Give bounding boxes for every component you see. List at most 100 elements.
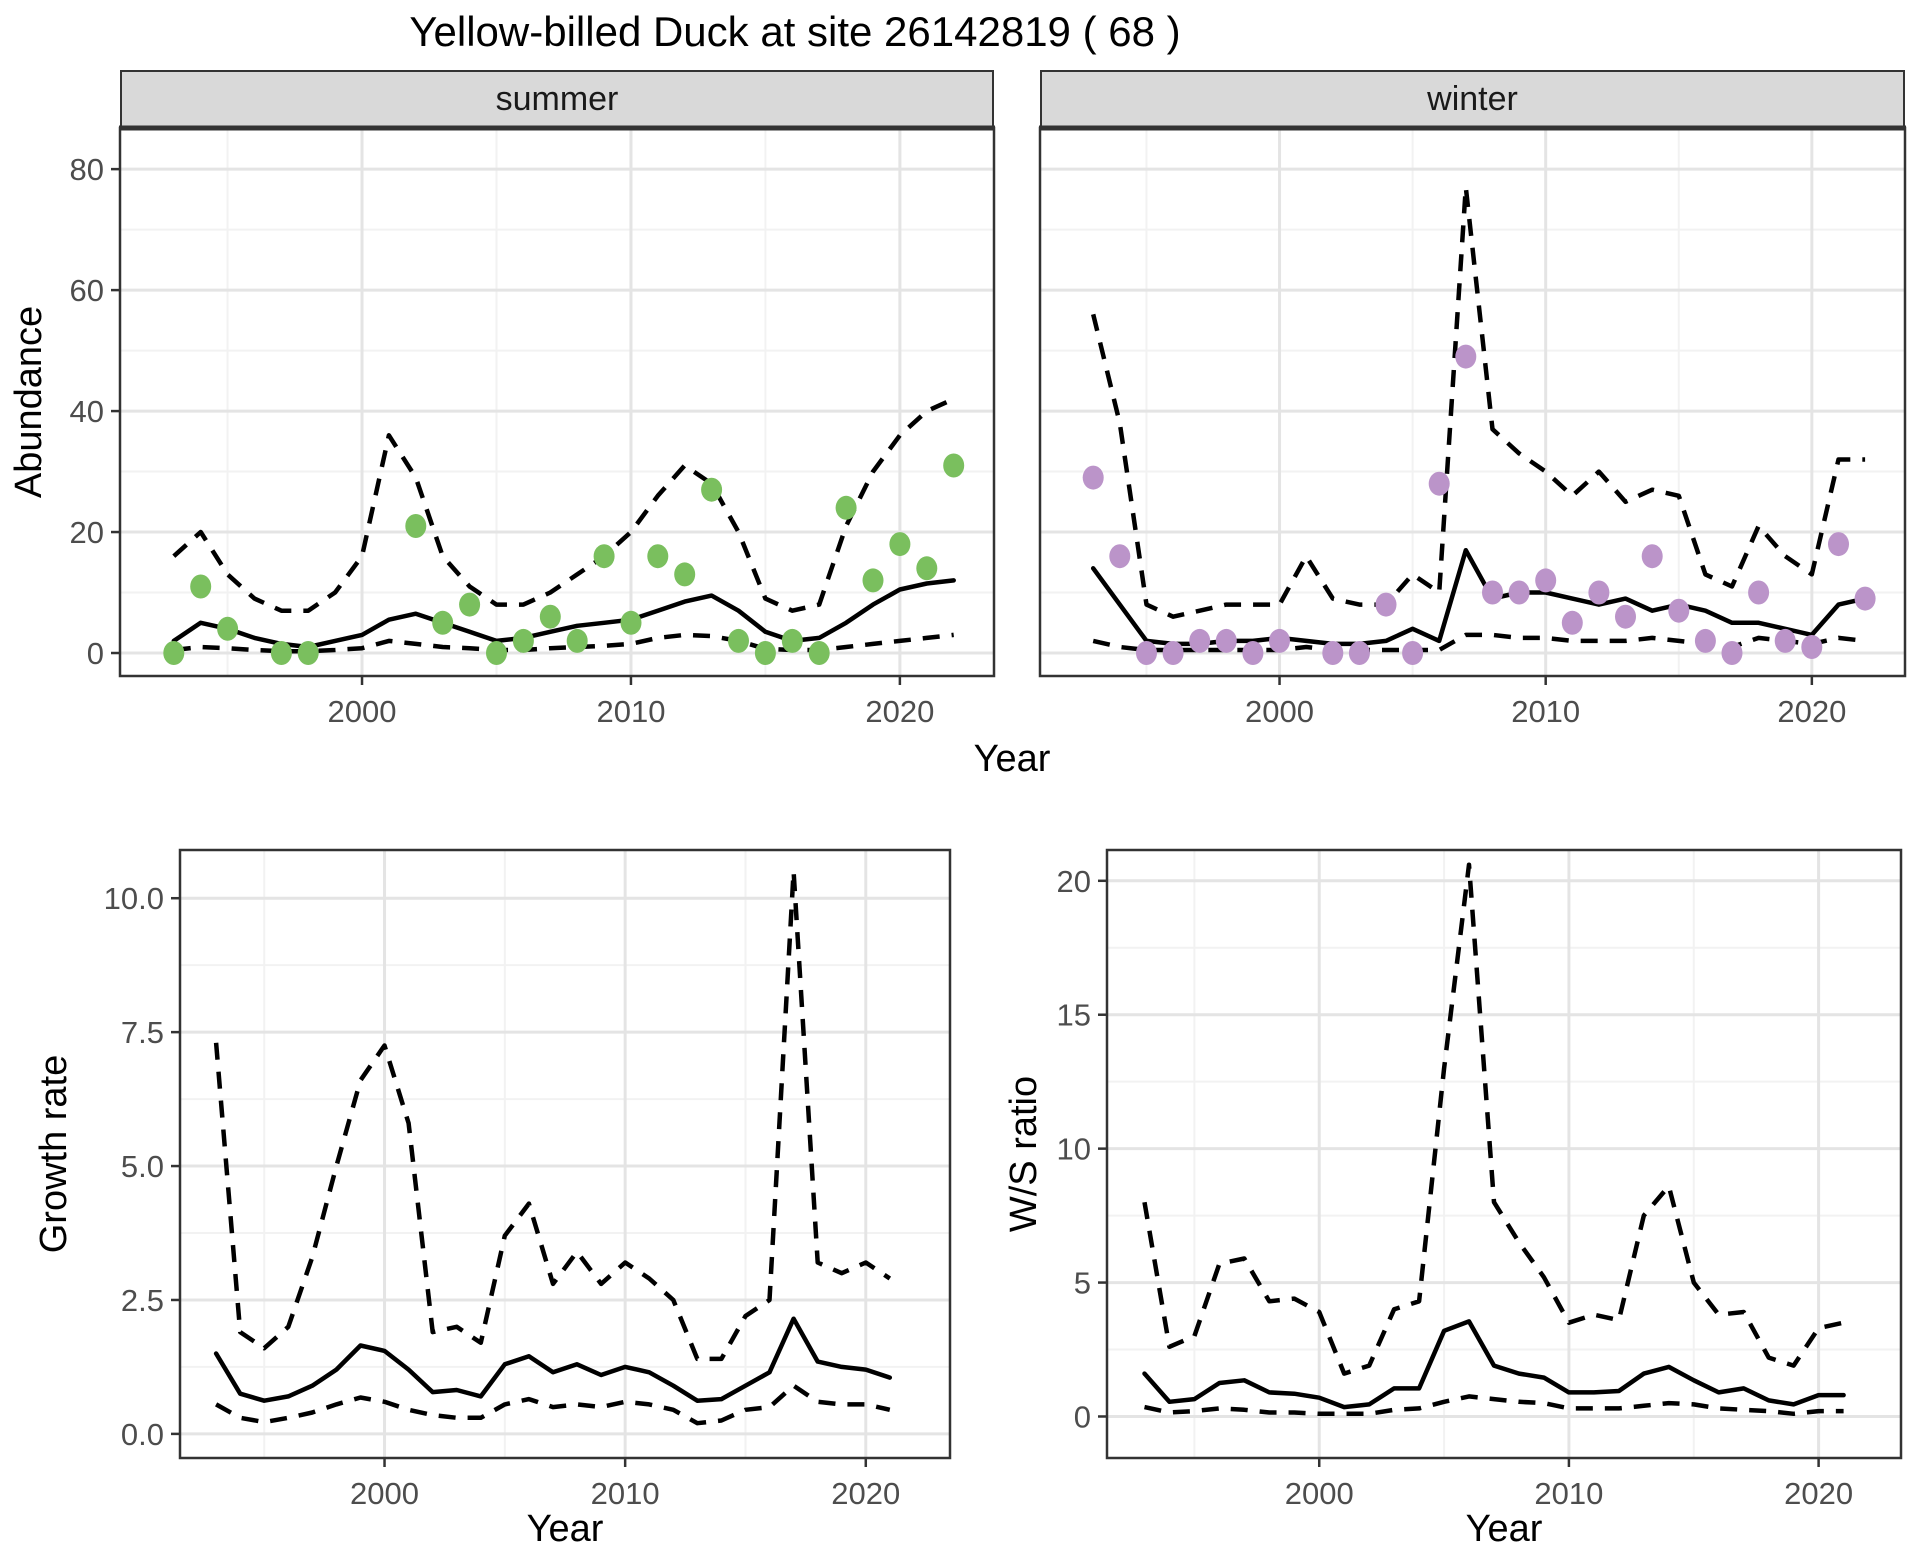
panel-ws-ratio: 2000 2010 2020 0 5 10 15 20 — [1057, 848, 1903, 1511]
x-tick-label: 2020 — [865, 694, 934, 729]
y-tick-label: 0 — [87, 636, 104, 671]
data-point — [512, 628, 534, 653]
y-tick-label: 10 — [1057, 1132, 1091, 1167]
panel-border — [1105, 848, 1903, 1460]
data-point — [1535, 568, 1557, 593]
data-point — [1561, 610, 1583, 635]
facet-strip-summer: summer — [120, 70, 994, 128]
data-point — [1082, 465, 1104, 490]
ci-upper-dashed-line — [213, 869, 892, 1362]
data-point — [943, 453, 965, 478]
data-point — [1242, 641, 1264, 665]
data-point — [1136, 641, 1157, 665]
data-point — [1748, 580, 1770, 605]
data-point — [808, 641, 830, 665]
data-point — [1721, 641, 1743, 665]
data-point — [701, 477, 723, 502]
y-tick-label: 0 — [1074, 1399, 1091, 1434]
y-tick-label: 0.0 — [121, 1417, 164, 1452]
y-tick-label: 10.0 — [104, 881, 164, 916]
data-point — [1482, 580, 1503, 605]
x-tick-label: 2020 — [1784, 1476, 1853, 1511]
x-tick-label: 2020 — [831, 1476, 900, 1511]
x-tick-label: 2010 — [596, 694, 665, 729]
ci-upper-dashed-line — [172, 396, 955, 613]
facet-strip-winter: winter — [1040, 70, 1905, 128]
data-point — [1109, 544, 1131, 569]
x-tick-label: 2010 — [1534, 1476, 1603, 1511]
data-point — [889, 532, 911, 557]
x-tick-label: 2000 — [350, 1476, 419, 1511]
y-tick-label: 5 — [1074, 1266, 1091, 1301]
data-point — [1215, 628, 1237, 653]
y-tick-label: 5.0 — [121, 1149, 164, 1184]
y-tick-label: 80 — [70, 152, 104, 187]
x-tick-label: 2020 — [1777, 694, 1846, 729]
ci-lower-dashed-line — [215, 1383, 891, 1426]
data-point — [754, 641, 776, 665]
facet-strip-summer-label: summer — [495, 79, 619, 118]
data-point — [270, 641, 292, 665]
x-axis-title-year-growth: Year — [526, 1508, 604, 1550]
x-tick-label: 2000 — [1245, 694, 1314, 729]
data-point — [835, 495, 857, 520]
figure-title: Yellow-billed Duck at site 26142819 ( 68… — [409, 8, 1181, 55]
data-point — [163, 641, 185, 665]
data-point — [1269, 628, 1290, 653]
x-axis-title-year-ws: Year — [1465, 1508, 1543, 1550]
y-tick-label: 7.5 — [121, 1015, 164, 1050]
data-point — [674, 562, 696, 587]
data-point — [1854, 586, 1876, 611]
y-tick-label: 40 — [70, 394, 104, 429]
data-point — [1348, 641, 1370, 665]
y-tick-label: 20 — [1057, 864, 1091, 899]
y-tick-label: 2.5 — [121, 1283, 164, 1318]
data-point — [647, 544, 669, 569]
data-point — [297, 641, 319, 665]
panel-abundance-winter: 2000 2010 2020 — [1038, 125, 1907, 729]
data-point — [916, 556, 938, 581]
data-point — [1455, 344, 1477, 369]
facet-strip-winter-label: winter — [1427, 79, 1518, 118]
panel-abundance-summer: 2000 2010 2020 0 20 40 60 80 — [70, 125, 996, 729]
data-point — [190, 574, 212, 599]
data-point — [1508, 580, 1530, 605]
data-point — [1668, 598, 1690, 623]
data-point — [1801, 635, 1823, 659]
data-point — [862, 568, 884, 593]
data-point — [432, 610, 454, 635]
data-point — [1694, 628, 1716, 653]
x-tick-label: 2000 — [1285, 1476, 1354, 1511]
data-point — [1615, 604, 1636, 629]
panel-border — [178, 848, 952, 1460]
data-point — [405, 514, 427, 538]
fit-solid-line — [1142, 1319, 1846, 1410]
y-tick-label: 15 — [1057, 998, 1091, 1033]
y-tick-label: 20 — [70, 515, 104, 550]
data-point — [781, 628, 803, 653]
data-point — [1402, 641, 1424, 665]
panel-background — [1040, 128, 1905, 676]
data-point — [1774, 628, 1796, 653]
data-point — [1828, 532, 1849, 557]
data-point — [620, 610, 642, 635]
ci-upper-dashed-line — [1091, 185, 1866, 619]
x-axis-title-year-top: Year — [973, 738, 1051, 780]
panel-growth-rate: 2000 2010 2020 0.0 2.5 5.0 7.5 10.0 — [104, 848, 952, 1511]
ci-lower-dashed-line — [1144, 1394, 1844, 1417]
data-point — [1322, 641, 1344, 665]
y-tick-label: 60 — [70, 273, 104, 308]
data-point — [593, 544, 615, 569]
data-point — [1588, 580, 1610, 605]
panel-background — [180, 850, 950, 1458]
data-point — [1162, 641, 1184, 665]
fit-solid-line — [213, 1316, 893, 1403]
data-point — [217, 616, 239, 641]
x-tick-label: 2000 — [328, 694, 397, 729]
data-point — [1189, 628, 1211, 653]
ci-upper-dashed-line — [1142, 862, 1845, 1376]
data-point — [459, 592, 481, 617]
data-point — [1641, 544, 1663, 569]
